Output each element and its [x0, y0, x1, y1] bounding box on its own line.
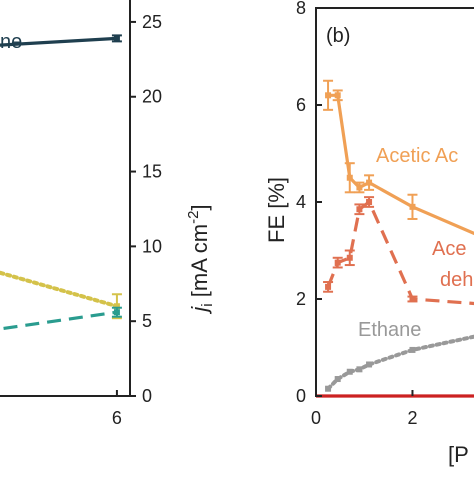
data-point [325, 283, 332, 290]
series-label-acetic: Acetic Ac [376, 145, 458, 167]
x-tick-label: 6 [112, 408, 122, 428]
y2-tick-label: 15 [142, 162, 162, 182]
y-axis-label-units: [mA cm [187, 224, 212, 303]
series-line-1 [0, 270, 119, 309]
y-tick-label: 0 [296, 386, 306, 406]
y-tick-label: 6 [296, 95, 306, 115]
series-label-deh: deh [440, 269, 473, 291]
x-tick-label: 2 [407, 408, 417, 428]
data-point [334, 92, 341, 99]
data-point [356, 366, 363, 373]
data-point [325, 385, 332, 392]
data-point [346, 174, 353, 181]
data-point [409, 346, 416, 353]
data-point [366, 199, 373, 205]
data-point [113, 303, 120, 310]
series-line-0 [0, 36, 117, 47]
y-axis-label-symbol: j [187, 306, 212, 315]
panel-a-y-axis-label: ji [mA cm-2] [185, 204, 216, 314]
data-point [366, 361, 373, 368]
data-point [113, 35, 120, 42]
series-label-ne: ne [0, 31, 22, 53]
y-tick-label: 2 [296, 289, 306, 309]
y-axis-label-superscript: -2 [185, 211, 202, 224]
data-point [334, 376, 341, 383]
data-point [346, 368, 353, 375]
data-point [113, 309, 120, 316]
data-point [356, 184, 363, 191]
data-point [356, 206, 363, 213]
series-label-ace: Ace [432, 238, 466, 260]
data-point [334, 259, 341, 266]
y-tick-label: 8 [296, 0, 306, 18]
panel-b-label: (b) [326, 25, 350, 47]
data-point [366, 179, 373, 186]
y2-tick-label: 25 [142, 12, 162, 32]
series-line-2 [326, 334, 474, 391]
data-point [325, 92, 332, 99]
y-tick-label: 4 [296, 192, 306, 212]
panel-b-x-axis-label: [P [448, 442, 469, 467]
data-point [346, 254, 353, 261]
panel-b: 0 2 0 2 4 6 8 [296, 0, 474, 428]
x-tick-label: 0 [311, 408, 321, 428]
data-point [409, 296, 416, 302]
data-point [409, 203, 416, 210]
y-axis-label-subscript: i [199, 303, 216, 306]
y2-tick-label: 5 [142, 311, 152, 331]
panel-b-y-axis-label: FE [%] [264, 177, 289, 243]
panel-a: 60 5 10 15 20 25 [0, 0, 162, 428]
series-label-ethane: Ethane [358, 319, 421, 341]
y2-tick-label: 10 [142, 236, 162, 256]
y-axis-label-close: ] [187, 204, 212, 210]
y2-tick-label: 20 [142, 87, 162, 107]
plot-frame [0, 0, 131, 397]
series-line-2 [0, 310, 118, 331]
y2-tick-label: 0 [142, 386, 152, 406]
